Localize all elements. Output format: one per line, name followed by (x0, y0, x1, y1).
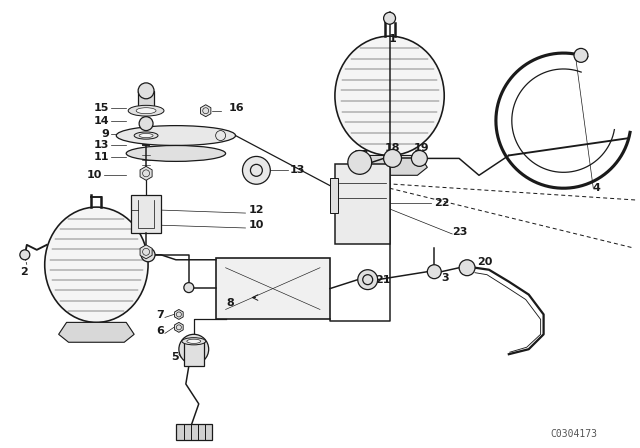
Bar (335, 164, 390, 244)
Ellipse shape (116, 125, 236, 146)
Polygon shape (140, 166, 152, 180)
Text: 18: 18 (385, 143, 400, 154)
Text: 17: 17 (354, 151, 369, 160)
Text: 13: 13 (94, 141, 109, 151)
Polygon shape (140, 245, 152, 259)
Text: 3: 3 (441, 273, 449, 283)
Polygon shape (175, 323, 183, 332)
Circle shape (348, 151, 372, 174)
Text: 16: 16 (228, 103, 244, 113)
Ellipse shape (187, 339, 201, 343)
Bar (330, 178, 338, 213)
Text: 1: 1 (388, 34, 396, 44)
Text: 7: 7 (156, 310, 164, 320)
Circle shape (184, 283, 194, 293)
Bar (131, 195, 161, 233)
Ellipse shape (182, 338, 205, 345)
Circle shape (138, 83, 154, 99)
Circle shape (383, 150, 401, 168)
Text: 5: 5 (172, 352, 179, 362)
Text: 2: 2 (20, 267, 28, 277)
Circle shape (574, 48, 588, 62)
Ellipse shape (45, 207, 148, 323)
Text: 23: 23 (452, 227, 468, 237)
Text: 15: 15 (94, 103, 109, 113)
Ellipse shape (136, 108, 156, 114)
Circle shape (243, 156, 270, 184)
Text: 8: 8 (227, 297, 234, 307)
Text: 10: 10 (248, 220, 264, 230)
Text: 9: 9 (101, 129, 109, 138)
Polygon shape (200, 105, 211, 116)
Text: 19: 19 (413, 143, 429, 154)
Circle shape (141, 248, 155, 262)
Bar (184, 341, 204, 366)
Text: 14: 14 (93, 116, 109, 125)
Circle shape (358, 270, 378, 289)
Polygon shape (175, 310, 183, 319)
Text: 22: 22 (435, 198, 450, 208)
Text: 13: 13 (290, 165, 305, 175)
Polygon shape (59, 323, 134, 342)
Circle shape (383, 13, 396, 24)
Circle shape (139, 116, 153, 130)
Circle shape (459, 260, 475, 276)
Text: 21: 21 (374, 275, 390, 284)
Ellipse shape (139, 134, 153, 138)
Text: 6: 6 (156, 326, 164, 336)
Bar (138, 91, 154, 109)
Text: 10: 10 (87, 170, 102, 180)
Circle shape (179, 334, 209, 364)
Ellipse shape (134, 132, 158, 139)
Text: 12: 12 (248, 205, 264, 215)
Circle shape (428, 265, 441, 279)
Text: 11: 11 (94, 152, 109, 163)
Circle shape (20, 250, 30, 260)
Polygon shape (352, 155, 428, 175)
Ellipse shape (335, 36, 444, 155)
Ellipse shape (126, 146, 225, 161)
Ellipse shape (128, 105, 164, 116)
Text: C0304173: C0304173 (550, 429, 597, 439)
Circle shape (412, 151, 428, 166)
Bar (216, 258, 330, 319)
Text: 20: 20 (477, 257, 492, 267)
Bar (176, 424, 212, 439)
Text: 4: 4 (593, 183, 600, 193)
